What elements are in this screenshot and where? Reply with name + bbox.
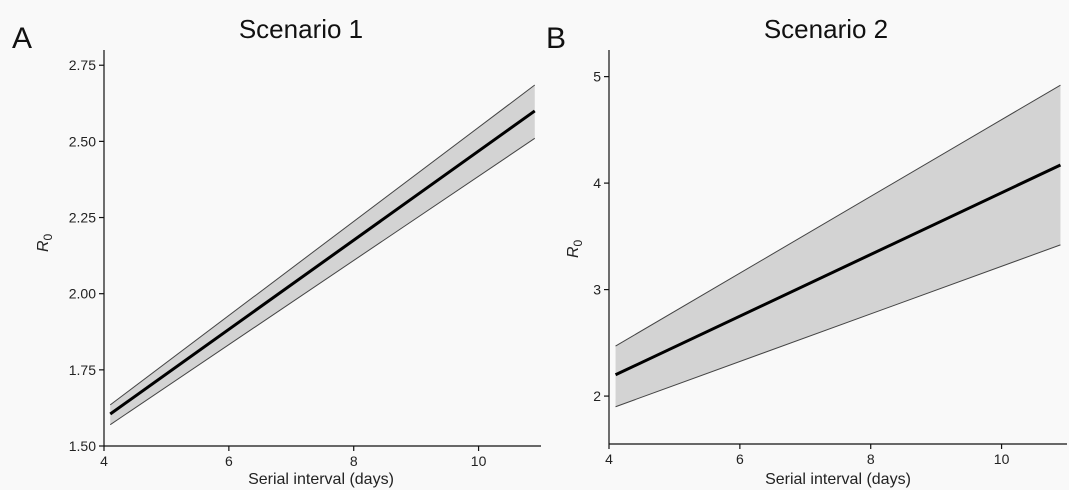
- panel-b-y-axis-label: R0: [565, 239, 585, 258]
- panel-a: A Scenario 1 4 6 8 10 1.50 1.75 2.00 2.25 2.50 2.…: [12, 14, 541, 488]
- panel-b-y-tick-label: 3: [593, 282, 601, 298]
- panel-b-lower-bound-line: [615, 244, 1061, 408]
- panel-b-title: Scenario 2: [764, 14, 888, 44]
- panel-a-y-tick-label: 2.25: [69, 210, 96, 226]
- panel-a-lower-bound-line: [109, 137, 536, 426]
- panel-a-y-tick-label: 1.75: [69, 362, 96, 378]
- panel-a-y-axis-label: R0: [35, 233, 55, 252]
- panel-a-x-tick-label: 4: [100, 453, 108, 469]
- panel-b-x-tick-label: 8: [867, 451, 875, 467]
- panel-a-x-axis-label: Serial interval (days): [248, 471, 394, 488]
- panel-b-x-tick-label: 4: [605, 451, 613, 467]
- panel-b-confidence-band: [615, 85, 1061, 407]
- panel-a-title: Scenario 1: [239, 14, 363, 44]
- panel-a-letter: A: [12, 22, 32, 55]
- panel-b-y-axis-label-main: R: [565, 246, 582, 258]
- panel-a-y-tick-label: 2.50: [69, 133, 96, 149]
- panel-a-mean-line: [109, 109, 536, 416]
- panel-b-y-tick-label: 5: [593, 69, 601, 85]
- panel-b-y-axis-label-subscript: 0: [571, 239, 585, 246]
- panel-a-y-tick-label: 2.00: [69, 286, 96, 302]
- panel-b-x-axis-label: Serial interval (days): [765, 471, 911, 488]
- panel-b-y-tick-label: 2: [593, 388, 601, 404]
- panel-a-upper-bound-line: [109, 84, 536, 406]
- panel-a-y-axis-label-subscript: 0: [41, 233, 55, 240]
- panel-b-plot: 4 6 8 10 2 3 4 5: [593, 50, 1067, 467]
- panel-b-x-tick-label: 10: [994, 451, 1010, 467]
- panel-a-confidence-band: [110, 85, 535, 425]
- panel-b-y-tick-label: 4: [593, 175, 601, 191]
- panel-a-y-tick-label: 1.50: [69, 438, 96, 454]
- panel-b-upper-bound-line: [615, 84, 1061, 347]
- panel-a-y-axis-label-main: R: [35, 240, 52, 252]
- panel-b-mean-line: [614, 163, 1062, 377]
- panel-b-x-tick-label: 6: [736, 451, 744, 467]
- panel-a-x-tick-label: 6: [225, 453, 233, 469]
- panel-b: B Scenario 2 4 6 8 10 2 3 4 5 Serial interval (…: [546, 14, 1067, 488]
- panel-a-x-tick-label: 8: [350, 453, 358, 469]
- panel-b-letter: B: [546, 22, 566, 55]
- panel-a-x-tick-label: 10: [471, 453, 487, 469]
- panel-a-plot: 4 6 8 10 1.50 1.75 2.00 2.25 2.50 2.75: [69, 50, 541, 469]
- panel-a-y-tick-label: 2.75: [69, 57, 96, 73]
